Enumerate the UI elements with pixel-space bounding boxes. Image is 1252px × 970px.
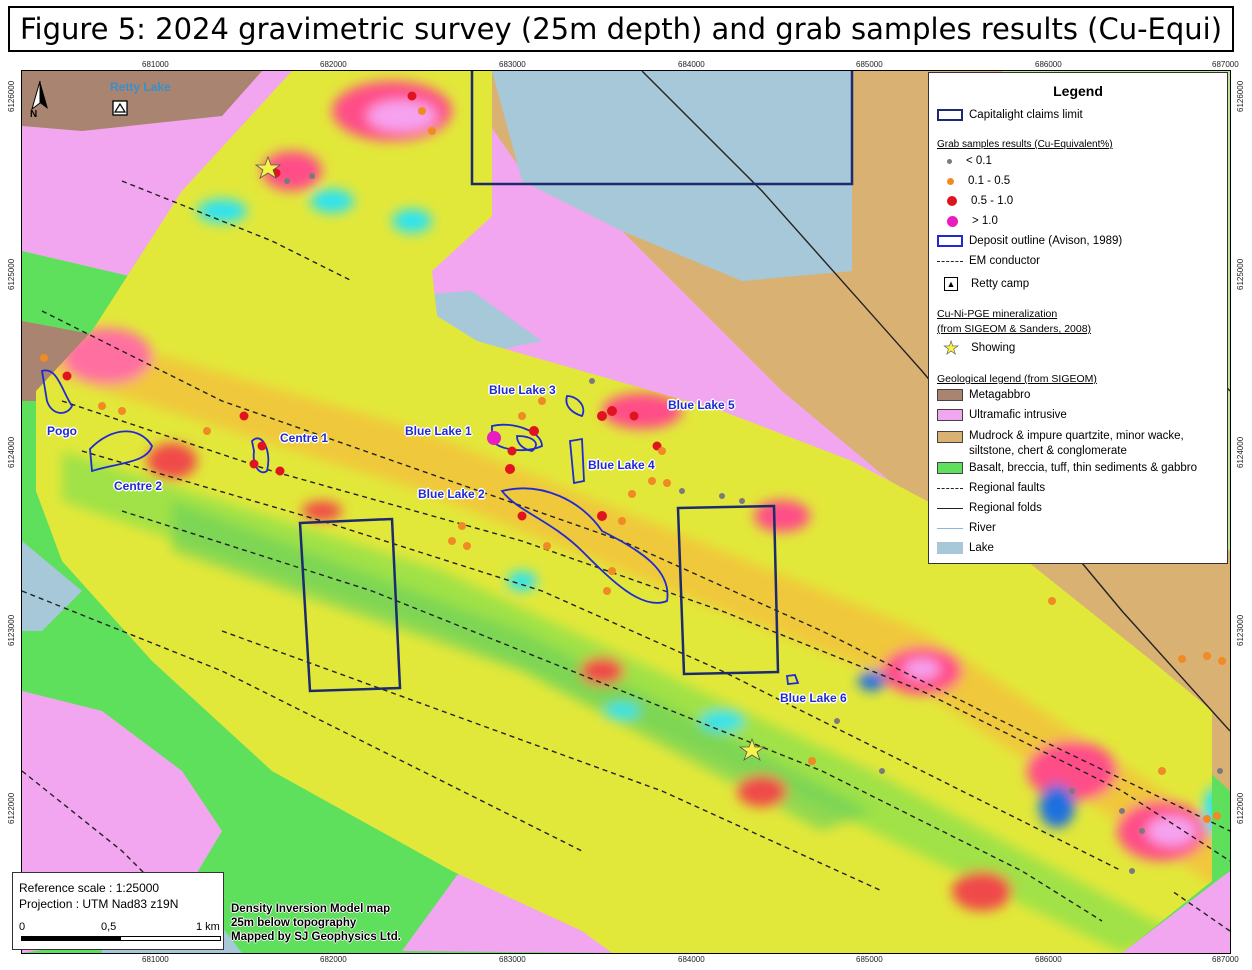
y-tick: 6126000 [1236, 80, 1245, 112]
grab-class-2: 0.5 - 1.0 [937, 195, 1013, 207]
blue-lake-6-label: Blue Lake 6 [780, 691, 847, 705]
legend-unit-3: Basalt, breccia, tuff, thin sediments & … [937, 462, 1197, 474]
grab-dot-icon [947, 158, 952, 164]
claim-west[interactable] [298, 517, 402, 693]
scale-bar-end: 1 km [196, 921, 220, 933]
river-line-icon [937, 527, 963, 529]
unit-swatch-icon [937, 389, 963, 401]
star-icon: ★ [943, 338, 960, 358]
y-tick: 6122000 [7, 792, 16, 824]
credit-line: Mapped by SJ Geophysics Ltd. [231, 931, 401, 943]
credit-block: Density Inversion Model map 25m below to… [231, 902, 401, 944]
scale-bar-0: 0 [19, 921, 26, 933]
figure-title-box: Figure 5: 2024 gravimetric survey (25m d… [8, 6, 1234, 52]
claims-swatch-icon [937, 109, 963, 121]
deposit-swatch-icon [937, 235, 963, 247]
fold-line-icon [937, 507, 963, 509]
x-tick: 684000 [678, 60, 705, 69]
north-arrow-icon [31, 80, 48, 111]
grab-class-0: < 0.1 [937, 155, 992, 167]
x-tick: 682000 [320, 955, 347, 964]
legend-unit-1: Ultramafic intrusive [937, 409, 1067, 421]
figure-title: Figure 5: 2024 gravimetric survey (25m d… [19, 12, 1223, 46]
em-line-icon [937, 260, 963, 262]
legend-showing: ★ Showing [943, 338, 1016, 358]
retty-camp-icon [112, 100, 128, 116]
scale-bar [21, 936, 221, 941]
grab-class-1: 0.1 - 0.5 [937, 175, 1010, 187]
legend-unit-0: Metagabbro [937, 389, 1030, 401]
blue-lake-4-label: Blue Lake 4 [588, 458, 655, 472]
y-tick: 6124000 [1236, 436, 1245, 468]
y-tick: 6125000 [1236, 258, 1245, 290]
retty-lake-label: Retty Lake [110, 80, 171, 94]
x-tick: 685000 [856, 955, 883, 964]
deposit-outlines [40, 369, 800, 685]
grab-dot-icon [947, 215, 958, 227]
legend-claims: Capitalight claims limit [937, 109, 1083, 121]
y-tick: 6122000 [1236, 792, 1245, 824]
x-tick: 682000 [320, 60, 347, 69]
unit-swatch-icon [937, 462, 963, 474]
north-label: N [30, 109, 38, 120]
claim-east[interactable] [676, 504, 780, 676]
credit-line: Density Inversion Model map [231, 903, 391, 915]
y-tick: 6123000 [1236, 614, 1245, 646]
legend-folds: Regional folds [937, 502, 1042, 514]
reference-projection: Projection : UTM Nad83 z19N [19, 897, 179, 911]
cuni-title-1: Cu-Ni-PGE mineralization [937, 308, 1058, 320]
centre-2-label: Centre 2 [114, 479, 163, 493]
x-tick: 686000 [1035, 60, 1062, 69]
x-tick: 687000 [1212, 955, 1239, 964]
x-tick: 681000 [142, 955, 169, 964]
centre-1-label: Centre 1 [280, 431, 329, 445]
blue-lake-2-label: Blue Lake 2 [418, 487, 485, 501]
y-tick: 6123000 [7, 614, 16, 646]
y-tick: 6124000 [7, 436, 16, 468]
fault-line-icon [937, 487, 963, 489]
legend-title: Legend [1053, 83, 1103, 99]
cuni-title-2: (from SIGEOM & Sanders, 2008) [937, 323, 1092, 335]
x-tick: 681000 [142, 60, 169, 69]
lake-swatch-icon [937, 542, 963, 554]
grab-title: Grab samples results (Cu-Equivalent%) [937, 139, 1113, 150]
blue-lake-5-label: Blue Lake 5 [668, 398, 735, 412]
x-tick: 686000 [1035, 955, 1062, 964]
x-tick: 687000 [1212, 60, 1239, 69]
reference-box: Reference scale : 1:25000 Projection : U… [12, 872, 224, 950]
geo-title: Geological legend (from SIGEOM) [937, 373, 1097, 385]
showing-star-icon [254, 155, 282, 179]
legend-unit-2: Mudrock & impure quartzite, minor wacke,… [937, 429, 1184, 459]
unit-swatch-icon [937, 409, 963, 421]
legend-lake: Lake [937, 542, 994, 554]
claim-north[interactable] [470, 71, 854, 186]
legend-panel: Legend Capitalight claims limit Grab sam… [928, 72, 1228, 564]
legend-deposit: Deposit outline (Avison, 1989) [937, 235, 1122, 247]
legend-em: EM conductor [937, 255, 1040, 267]
unit-swatch-icon [937, 431, 963, 443]
blue-lake-3-label: Blue Lake 3 [489, 383, 556, 397]
pogo-label: Pogo [47, 424, 77, 438]
grab-samples [40, 91, 1226, 874]
legend-camp: ▲ Retty camp [937, 277, 1029, 291]
y-tick: 6126000 [7, 80, 16, 112]
showing-star-icon [738, 737, 766, 761]
x-tick: 683000 [499, 60, 526, 69]
camp-icon: ▲ [944, 277, 958, 291]
legend-faults: Regional faults [937, 482, 1045, 494]
reference-scale: Reference scale : 1:25000 [19, 881, 160, 895]
grab-dot-icon [947, 177, 954, 185]
x-tick: 684000 [678, 955, 705, 964]
grab-dot-icon [947, 196, 957, 206]
blue-lake-1-label: Blue Lake 1 [405, 424, 472, 438]
claims-limits [298, 71, 854, 693]
grab-class-3: > 1.0 [937, 215, 998, 227]
credit-line: 25m below topography [231, 917, 357, 929]
x-tick: 685000 [856, 60, 883, 69]
y-tick: 6125000 [7, 258, 16, 290]
scale-bar-mid: 0,5 [101, 921, 117, 933]
x-tick: 683000 [499, 955, 526, 964]
legend-river: River [937, 522, 996, 534]
